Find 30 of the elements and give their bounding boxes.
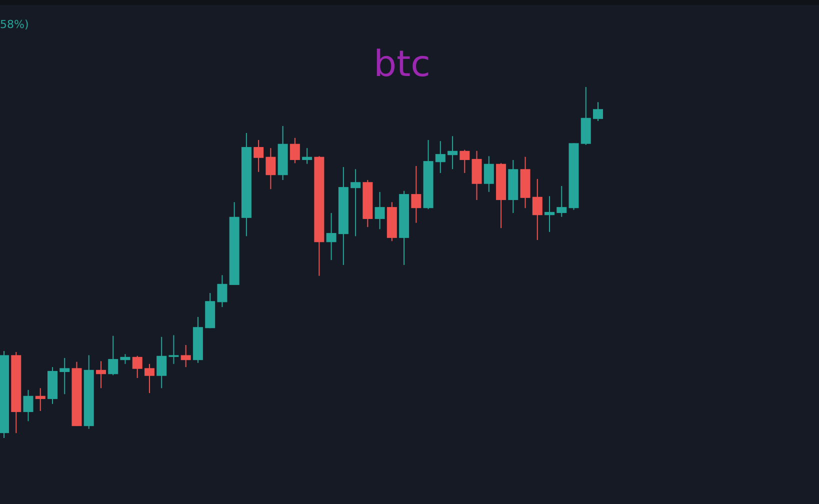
candlestick	[156, 336, 167, 389]
candlestick	[544, 196, 555, 232]
chart-title: btc	[374, 44, 430, 85]
candlestick	[254, 140, 264, 172]
candlestick	[35, 388, 46, 412]
candlestick	[290, 137, 300, 164]
candlestick	[266, 148, 276, 190]
candlestick	[144, 363, 154, 394]
candlestick	[435, 140, 446, 174]
candlestick	[460, 149, 470, 174]
candlestick	[168, 334, 179, 364]
candlestick	[556, 185, 567, 218]
candlestick	[532, 178, 542, 241]
candlestick	[108, 335, 118, 376]
candlestick	[132, 355, 142, 378]
candlestick	[593, 102, 603, 122]
candlestick	[217, 274, 228, 308]
candlestick	[374, 191, 385, 230]
candlestick	[120, 354, 130, 364]
candlestick	[60, 357, 70, 395]
candlestick	[484, 156, 494, 192]
candlestick	[350, 168, 361, 237]
candlestick	[326, 212, 336, 261]
candlestick	[180, 344, 191, 368]
candlestick	[448, 136, 458, 170]
candlestick	[96, 360, 106, 389]
candlestick	[302, 148, 312, 164]
text: 58%)	[0, 18, 29, 31]
candlestick	[23, 389, 34, 422]
candlestick	[411, 165, 422, 224]
